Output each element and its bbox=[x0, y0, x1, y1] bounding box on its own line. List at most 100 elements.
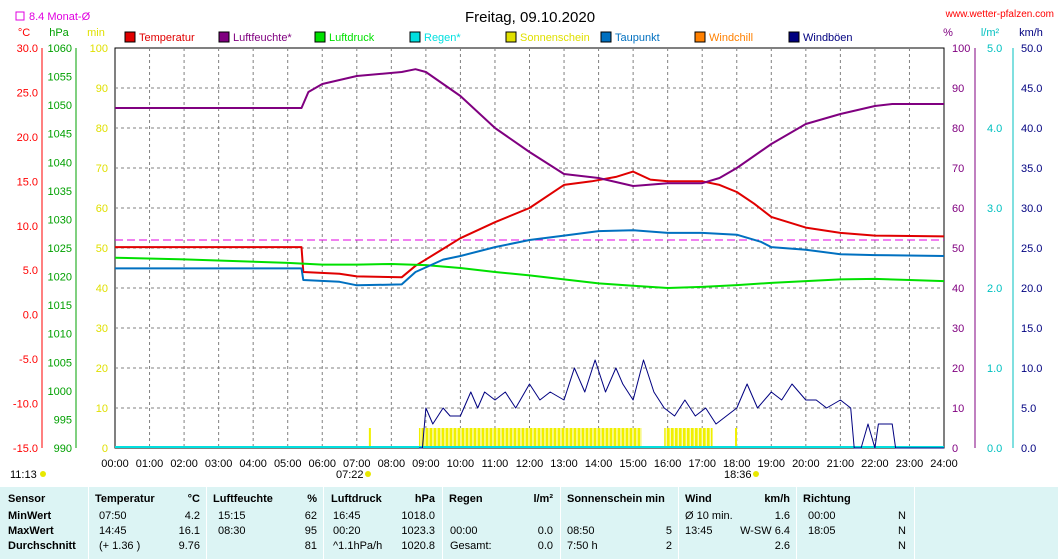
stats-cell-p-val: 1018.0 bbox=[401, 510, 435, 522]
humidity-axis-tick: 0 bbox=[952, 443, 958, 455]
wind-axis-tick: 25.0 bbox=[1021, 243, 1042, 255]
series-luftdruck-line bbox=[114, 256, 945, 289]
weather-chart: °C 30.0 25.0 20.0 15.0 10.0 5.0 0.0 -5.0 -10.0 -15… bbox=[10, 9, 1054, 481]
time-axis-tick: 10:00 bbox=[447, 458, 475, 470]
stats-cell-label: MinWert bbox=[8, 510, 52, 522]
time-axis-tick: 11:00 bbox=[482, 458, 509, 470]
stats-cell-t-time: (+ 1.36 ) bbox=[99, 540, 141, 552]
time-axis-tick: 05:00 bbox=[274, 458, 302, 470]
sunrise-icon bbox=[365, 471, 371, 477]
minutes-axis-tick: 50 bbox=[96, 243, 108, 255]
chart-title: Freitag, 09.10.2020 bbox=[465, 9, 595, 26]
temp-axis-tick: -10.0 bbox=[13, 399, 38, 411]
pressure-axis-tick: 1030 bbox=[48, 214, 72, 226]
minutes-axis-tick: 30 bbox=[96, 323, 108, 335]
stats-cell-p-val: 1023.3 bbox=[401, 525, 435, 537]
time-axis-tick: 16:00 bbox=[654, 458, 682, 470]
humidity-axis-tick: 90 bbox=[952, 83, 964, 95]
stats-cell-p-val: 1020.8 bbox=[401, 540, 435, 552]
humidity-axis-tick: 50 bbox=[952, 243, 964, 255]
stats-cell-p-time: ^1.1hPa/h bbox=[333, 540, 383, 552]
temp-axis-tick: 0.0 bbox=[23, 310, 38, 322]
stats-cell-d-time: 00:00 bbox=[808, 510, 836, 522]
rain-axis-tick: 0.0 bbox=[987, 443, 1002, 455]
minutes-axis-tick: 40 bbox=[96, 283, 108, 295]
time-axis-tick: 15:00 bbox=[619, 458, 647, 470]
legend-label: Windböen bbox=[803, 32, 853, 44]
stats-header-press-unit: hPa bbox=[414, 493, 435, 505]
stats-cell-p-time: 00:20 bbox=[333, 525, 361, 537]
monthly-avg-label: 8.4 Monat-Ø bbox=[29, 11, 91, 23]
pressure-axis-tick: 1015 bbox=[48, 300, 72, 312]
website-label[interactable]: www.wetter-pfalzen.com bbox=[945, 9, 1054, 20]
sunshine-bar bbox=[418, 428, 642, 448]
wind-axis-tick: 50.0 bbox=[1021, 43, 1042, 55]
stats-cell-d-val: N bbox=[898, 540, 906, 552]
stats-cell-h-val: 62 bbox=[304, 510, 317, 522]
legend-label: Sonnenschein bbox=[520, 32, 590, 44]
pressure-axis-tick: 990 bbox=[54, 443, 72, 455]
series-luftfeuchte-line bbox=[115, 68, 944, 187]
stats-header-wind-unit: km/h bbox=[764, 493, 790, 505]
temp-axis-tick: 15.0 bbox=[17, 176, 38, 188]
time-axis-tick: 21:00 bbox=[827, 458, 855, 470]
rain-axis-tick: 4.0 bbox=[987, 123, 1002, 135]
legend-swatch bbox=[409, 31, 421, 43]
time-axis-tick: 08:00 bbox=[378, 458, 406, 470]
time-axis-tick: 04:00 bbox=[239, 458, 267, 470]
stats-cell-r-time: Gesamt: bbox=[450, 540, 492, 552]
wind-axis-tick: 15.0 bbox=[1021, 323, 1042, 335]
pressure-axis-tick: 1000 bbox=[48, 386, 72, 398]
stats-cell-w-val: 1.6 bbox=[774, 510, 790, 522]
wind-axis-tick: 45.0 bbox=[1021, 83, 1042, 95]
pressure-axis-tick: 1040 bbox=[48, 157, 72, 169]
legend-label: Temperatur bbox=[139, 32, 195, 44]
legend-label: Regen* bbox=[424, 32, 461, 44]
minutes-axis-tick: 60 bbox=[96, 203, 108, 215]
time-axis-tick: 19:00 bbox=[758, 458, 786, 470]
wind-axis-tick: 20.0 bbox=[1021, 283, 1042, 295]
minutes-axis-unit: min bbox=[87, 27, 105, 39]
stats-cell-r-val: 0.0 bbox=[537, 525, 553, 537]
time-axis-tick: 07:00 bbox=[343, 458, 371, 470]
rain-axis-tick: 3.0 bbox=[987, 203, 1002, 215]
wind-axis-tick: 5.0 bbox=[1021, 403, 1036, 415]
stats-cell-r-val: 0.0 bbox=[537, 540, 553, 552]
stats-header-rain-unit: l/m² bbox=[533, 493, 553, 505]
temp-axis-tick: 5.0 bbox=[23, 265, 38, 277]
stats-cell-t-val: 16.1 bbox=[178, 525, 200, 537]
sunrise-time: 07:22 bbox=[336, 469, 364, 481]
time-axis-tick: 02:00 bbox=[170, 458, 198, 470]
time-axis-tick: 06:00 bbox=[308, 458, 336, 470]
temp-axis-tick: 20.0 bbox=[17, 132, 38, 144]
stats-cell-t-time: 14:45 bbox=[99, 525, 127, 537]
pressure-axis-tick: 1005 bbox=[48, 357, 72, 369]
legend-swatch bbox=[788, 31, 800, 43]
stats-header-press: Luftdruck bbox=[331, 493, 382, 505]
temp-axis-unit: °C bbox=[18, 27, 30, 39]
pressure-axis-tick: 1010 bbox=[48, 329, 72, 341]
stats-header-wind: Wind bbox=[685, 493, 712, 505]
time-axis-tick: 17:00 bbox=[688, 458, 716, 470]
minutes-axis-tick: 100 bbox=[90, 43, 108, 55]
wind-axis-tick: 10.0 bbox=[1021, 363, 1042, 375]
time-axis-tick: 24:00 bbox=[930, 458, 958, 470]
time-axis-tick: 13:00 bbox=[550, 458, 578, 470]
time-axis-tick: 00:00 bbox=[101, 458, 129, 470]
pressure-axis-tick: 1020 bbox=[48, 272, 72, 284]
stats-cell-w-val: 2.6 bbox=[774, 540, 790, 552]
chart-legend: Temperatur Luftfeuchte* Luftdruck Regen* Son… bbox=[124, 31, 853, 44]
stats-cell-d-time: 18:05 bbox=[808, 525, 836, 537]
temp-axis-tick: 25.0 bbox=[17, 87, 38, 99]
stats-cell-label: Durchschnitt bbox=[8, 540, 76, 552]
humidity-axis-tick: 60 bbox=[952, 203, 964, 215]
minutes-axis-tick: 10 bbox=[96, 403, 108, 415]
stats-cell-s-time: 08:50 bbox=[567, 525, 595, 537]
chart-series bbox=[114, 68, 945, 449]
stats-cell-t-time: 07:50 bbox=[99, 510, 127, 522]
rain-axis-unit: l/m² bbox=[981, 27, 1000, 39]
stats-header-sensor: Sensor bbox=[8, 493, 46, 505]
minutes-axis-tick: 20 bbox=[96, 363, 108, 375]
current-time: 11:13 bbox=[10, 469, 37, 481]
legend-swatch bbox=[505, 31, 517, 43]
